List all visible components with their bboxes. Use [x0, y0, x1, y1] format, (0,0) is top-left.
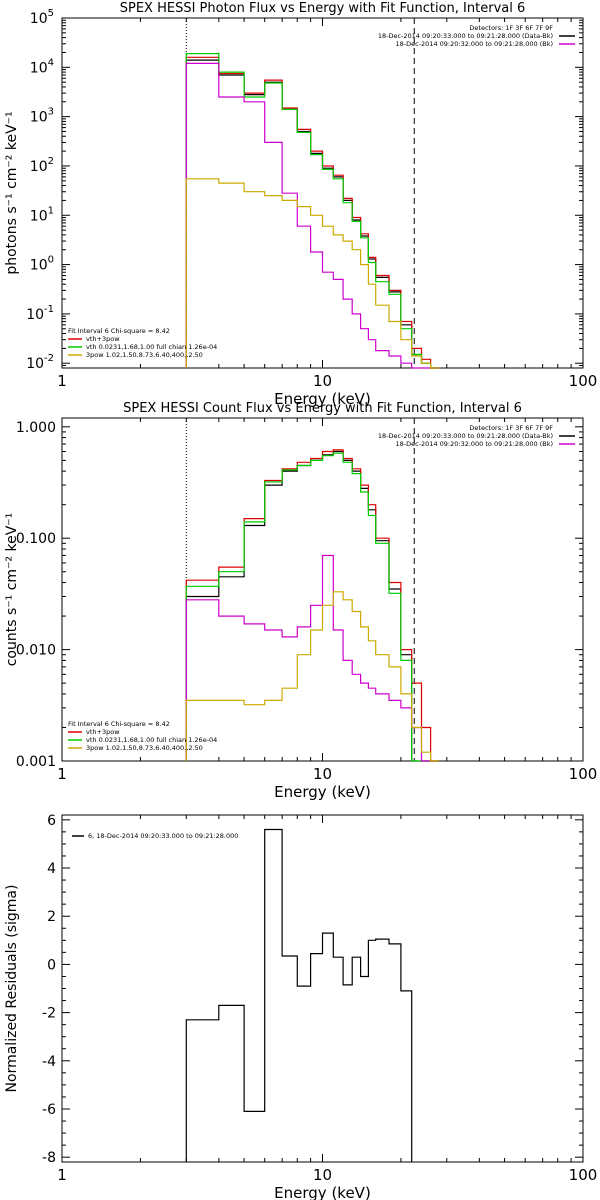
chart0-y-tick-label: 105 — [30, 8, 54, 27]
chart2-series-0-histogram — [185, 828, 413, 1162]
chart1-legend-text: vth 0.0231,1.68,1.00 full chian 1.26e-04 — [86, 736, 217, 744]
chart1-y-tick-label: 1.000 — [16, 420, 56, 436]
chart2-x-axis-label: Energy (keV) — [274, 1184, 371, 1200]
chart0-y-tick-exponent: -1 — [44, 304, 54, 315]
chart1-legend-text: Fit Interval 6 Chi-square = 8.42 — [68, 720, 170, 728]
chart0-legend-text: Detectors: 1F 3F 6F 7F 9F — [469, 24, 553, 32]
chart1-y-tick-label: 0.001 — [16, 754, 56, 770]
chart2-x-tick-label: 1 — [57, 1166, 67, 1184]
chart0-legend-text: vth 0.0231,1.68,1.00 full chian 1.26e-04 — [86, 343, 217, 351]
chart0-x-tick-label: 100 — [569, 372, 598, 390]
chart0-y-tick-exponent: 5 — [48, 8, 54, 19]
chart0-y-tick-base: 10 — [26, 307, 44, 323]
chart0-y-tick-base: 10 — [30, 60, 48, 76]
chart0-y-tick-base: 10 — [30, 159, 48, 175]
chart1-x-tick-label: 10 — [313, 765, 332, 783]
chart0-y-tick-label: 103 — [30, 107, 54, 126]
chart1-series-2-histogram — [185, 452, 439, 762]
chart0-title: SPEX HESSI Photon Flux vs Energy with Fi… — [120, 1, 526, 16]
chart0-y-tick-label: 102 — [30, 156, 54, 175]
chart0-y-tick-exponent: -2 — [44, 353, 54, 364]
chart1-legend-text: vth+3pow — [86, 728, 120, 736]
chart0-y-tick-exponent: 1 — [48, 205, 54, 216]
chart1-series-4-histogram — [185, 591, 439, 762]
chart1-x-tick-label: 100 — [569, 765, 598, 783]
chart0-y-tick-exponent: 2 — [48, 156, 54, 167]
chart0-y-tick-exponent: 3 — [48, 107, 54, 118]
chart1-legend-text: 18-Dec-2014 09:20:32.000 to 09:21:28.000… — [396, 440, 554, 448]
chart0-y-tick-label: 101 — [30, 205, 54, 224]
chart0-y-tick-exponent: 4 — [48, 57, 54, 68]
chart0-legend-text: 3pow 1.02,1.50,8.73,6.40,400.,2.50 — [86, 351, 203, 359]
chart0-series-2-histogram — [185, 53, 439, 369]
chart2-y-tick-label: -4 — [42, 1054, 56, 1070]
chart0-series-4-histogram — [185, 178, 439, 369]
chart0-y-axis-label: photons s⁻¹ cm⁻² keV⁻¹ — [4, 111, 20, 274]
chart2-y-tick-label: 4 — [47, 861, 56, 877]
chart1-y-tick-label: 0.100 — [16, 531, 56, 547]
chart0-y-tick-base: 10 — [30, 11, 48, 27]
chart2-x-tick-label: 10 — [313, 1166, 332, 1184]
chart0-y-tick-label: 100 — [30, 255, 54, 274]
chart1-title: SPEX HESSI Count Flux vs Energy with Fit… — [123, 401, 522, 416]
chart0-y-tick-base: 10 — [30, 110, 48, 126]
chart2-y-tick-label: -8 — [42, 1150, 56, 1166]
chart1-series-3-histogram — [185, 554, 439, 762]
chart0-x-tick-label: 1 — [57, 372, 67, 390]
chart2-y-tick-label: 6 — [47, 813, 56, 829]
chart1-legend-text: Detectors: 1F 3F 6F 7F 9F — [469, 424, 553, 432]
chart0-y-tick-label: 104 — [30, 57, 54, 76]
chart0-series-3-histogram — [185, 62, 439, 369]
chart0-legend-text: Fit Interval 6 Chi-square = 8.42 — [68, 327, 170, 335]
chart1-y-axis-label: counts s⁻¹ cm⁻² keV⁻¹ — [4, 513, 20, 667]
chart0-y-tick-base: 10 — [30, 208, 48, 224]
chart2-y-axis-label: Normalized Residuals (sigma) — [4, 885, 20, 1093]
chart0-y-tick-base: 10 — [30, 258, 48, 274]
chart2-y-tick-label: -2 — [42, 1006, 56, 1022]
chart0-y-tick-label: 10-1 — [26, 304, 54, 323]
chart1-legend-text: 18-Dec-2014 09:20:33.000 to 09:21:28.000… — [378, 432, 553, 440]
chart2-plot-frame — [61, 814, 584, 1163]
chart2-y-tick-label: 0 — [47, 957, 56, 973]
chart1-legend-text: 3pow 1.02,1.50,8.73,6.40,400.,2.50 — [86, 744, 203, 752]
chart0-y-tick-base: 10 — [26, 356, 44, 372]
chart2-x-tick-label: 100 — [569, 1166, 598, 1184]
chart0-legend-text: 18-Dec-2014 09:20:33.000 to 09:21:28.000… — [378, 32, 553, 40]
chart2-legend-text: 6, 18-Dec-2014 09:20:33.000 to 09:21:28.… — [88, 832, 238, 840]
chart0-y-tick-exponent: 0 — [48, 255, 54, 266]
chart1-y-tick-label: 0.010 — [16, 643, 56, 659]
chart2-y-tick-label: 2 — [47, 909, 56, 925]
chart1-x-tick-label: 1 — [57, 765, 67, 783]
chart0-plot-frame — [61, 17, 584, 369]
chart2-y-tick-label: -6 — [42, 1102, 56, 1118]
chart0-legend-text: vth+3pow — [86, 335, 120, 343]
chart0-x-axis-label: Energy (keV) — [274, 390, 371, 408]
chart0-legend-text: 18-Dec-2014 09:20:32.000 to 09:21:28.000… — [396, 40, 554, 48]
chart0-y-tick-label: 10-2 — [26, 353, 54, 372]
chart1-x-axis-label: Energy (keV) — [274, 783, 371, 801]
chart0-x-tick-label: 10 — [313, 372, 332, 390]
